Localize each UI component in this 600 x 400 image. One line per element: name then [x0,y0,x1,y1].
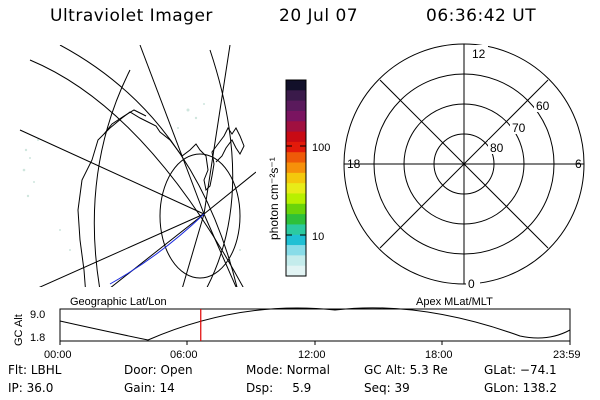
timeline-frame [59,308,571,342]
door-value: Open [160,363,193,377]
date-label: 20 Jul 07 [279,6,359,26]
mode-value: Normal [286,363,330,377]
colorbar-frame [285,79,307,277]
glat-info: GLat: −74.1 [484,363,557,377]
ip-label: IP: [8,381,23,395]
colorbar-swatch [286,193,306,205]
colorbar-swatch [286,110,306,122]
colorbar-tick-100: 100 [312,142,330,154]
colorbar-swatch [286,141,306,153]
colorbar-swatch [286,214,306,226]
colorbar-swatch [286,162,306,174]
colorbar-swatch [286,80,306,91]
polar-plot [343,43,585,285]
geographic-map [19,45,256,287]
timeline-ytick-1-8: 1.8 [30,332,45,344]
glat-label: GLat: [484,363,517,377]
gcalt-label: GC Alt: [364,363,406,377]
colorbar-ticks [286,145,306,236]
gcalt-value: 5.3 Re [409,363,448,377]
seq-info: Seq: 39 [364,381,410,395]
glat-value: −74.1 [519,363,557,377]
colorbar [286,80,306,277]
latitude-circles [29,45,244,287]
ip-value: 36.0 [26,381,54,395]
colorbar-swatch [286,100,306,112]
timeline-xtick-2359: 23:59 [553,349,581,361]
dsp-label: Dsp: [246,381,274,395]
dsp-info: Dsp: 5.9 [246,381,311,395]
gain-value: 14 [159,381,175,395]
filter-value: LBHL [30,363,62,377]
colorbar-swatch [286,121,306,133]
coastline-inner [103,109,147,135]
door-info: Door: Open [124,363,193,377]
colorbar-swatch [286,152,306,164]
timeline [59,307,571,345]
colorbar-swatch [286,90,306,102]
filter-label: Flt: [8,363,27,377]
mlat-label-80: 80 [490,141,504,155]
glon-label: GLon: [484,381,519,395]
timeline-ylabel: GC Alt [13,314,25,346]
mlt-label-18: 18 [347,157,361,171]
colorbar-swatch [286,265,306,277]
mlt-label-0: 0 [468,277,475,291]
time-label: 06:36:42 UT [426,6,537,26]
timeline-xtick-1800: 18:00 [425,349,453,361]
mlat-label-60: 60 [536,99,550,113]
mode-info: Mode: Normal [246,363,330,377]
colorbar-swatch [286,131,306,143]
instrument-title: Ultraviolet Imager [50,6,213,26]
orbit-track [109,213,205,285]
colorbar-swatch [286,172,306,184]
meridian-lines [19,45,256,287]
colorbar-tick-10: 10 [312,231,324,243]
door-label: Door: [124,363,157,377]
colorbar-swatch [286,203,306,215]
aurora-speckle [22,103,241,261]
seq-label: Seq: [364,381,391,395]
colorbar-swatch [286,183,306,195]
timeline-xtick-1200: 12:00 [298,349,326,361]
mlt-label-12: 12 [472,47,486,61]
gcalt-info: GC Alt: 5.3 Re [364,363,448,377]
timeline-xtick-0000: 00:00 [44,349,72,361]
colorbar-swatch [286,245,306,256]
ip-info: IP: 36.0 [8,381,53,395]
glon-value: 138.2 [522,381,557,395]
filter-info: Flt: LBHL [8,363,61,377]
colorbar-swatch [286,224,306,236]
dsp-value: 5.9 [292,381,312,395]
mode-label: Mode: [246,363,283,377]
apex-caption: Apex MLat/MLT [416,296,493,308]
gain-info: Gain: 14 [124,381,175,395]
geographic-caption: Geographic Lat/Lon [70,296,167,308]
gain-label: Gain: [124,381,156,395]
timeline-ytick-9: 9.0 [30,309,45,321]
seq-value: 39 [394,381,410,395]
colorbar-swatch [286,234,306,246]
mlat-label-70: 70 [512,121,526,135]
mlt-diagonal-2 [379,79,549,249]
colorbar-swatch [286,255,306,267]
altitude-curve [59,307,571,341]
colorbar-units: photon cm⁻²s⁻¹ [267,157,281,240]
mlt-label-6: 6 [575,157,582,171]
glon-info: GLon: 138.2 [484,381,557,395]
timeline-xtick-0600: 06:00 [170,349,198,361]
